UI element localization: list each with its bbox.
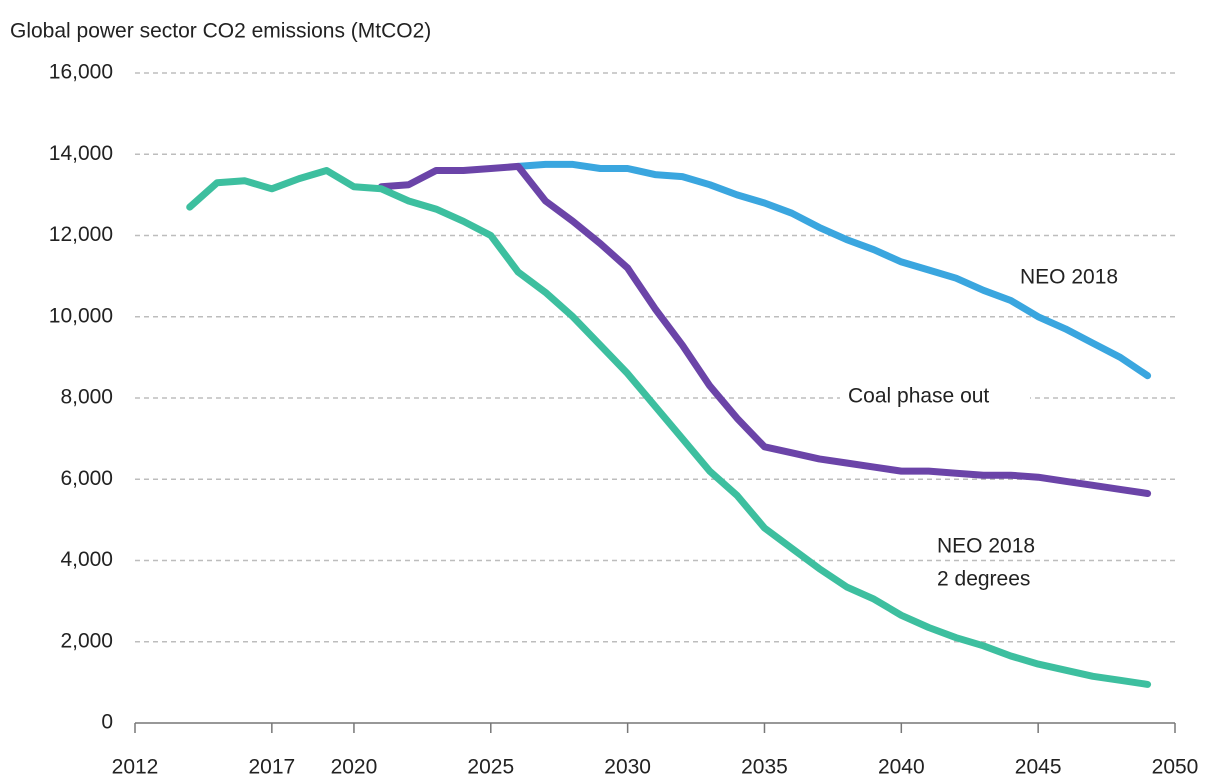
y-tick-label: 14,000 bbox=[49, 142, 113, 165]
annotation: Coal phase out bbox=[848, 385, 989, 408]
label-bg bbox=[840, 382, 1030, 412]
series-line bbox=[514, 160, 1152, 380]
series-line bbox=[186, 167, 1152, 688]
x-tick-label: 2050 bbox=[1152, 756, 1199, 778]
y-tick-label: 2,000 bbox=[60, 629, 113, 652]
x-tick-label: 2025 bbox=[467, 756, 514, 778]
series-line bbox=[377, 162, 1152, 497]
y-tick-label: 16,000 bbox=[49, 61, 113, 84]
annotation: 2 degrees bbox=[937, 568, 1030, 591]
x-tick-label: 2040 bbox=[878, 756, 925, 778]
annotation: NEO 2018 bbox=[1020, 266, 1118, 289]
y-tick-label: 6,000 bbox=[60, 467, 113, 490]
x-tick-label: 2012 bbox=[112, 756, 159, 778]
y-tick-label: 8,000 bbox=[60, 386, 113, 409]
x-tick-label: 2035 bbox=[741, 756, 788, 778]
x-tick-label: 2017 bbox=[248, 756, 295, 778]
chart-title: Global power sector CO2 emissions (MtCO2… bbox=[10, 20, 431, 43]
y-tick-label: 10,000 bbox=[49, 304, 113, 327]
y-tick-label: 4,000 bbox=[60, 548, 113, 571]
annotation: NEO 2018 bbox=[937, 535, 1035, 558]
y-tick-label: 0 bbox=[101, 711, 113, 734]
y-tick-label: 12,000 bbox=[49, 223, 113, 246]
x-tick-label: 2020 bbox=[331, 756, 378, 778]
x-tick-label: 2045 bbox=[1015, 756, 1062, 778]
x-tick-label: 2030 bbox=[604, 756, 651, 778]
